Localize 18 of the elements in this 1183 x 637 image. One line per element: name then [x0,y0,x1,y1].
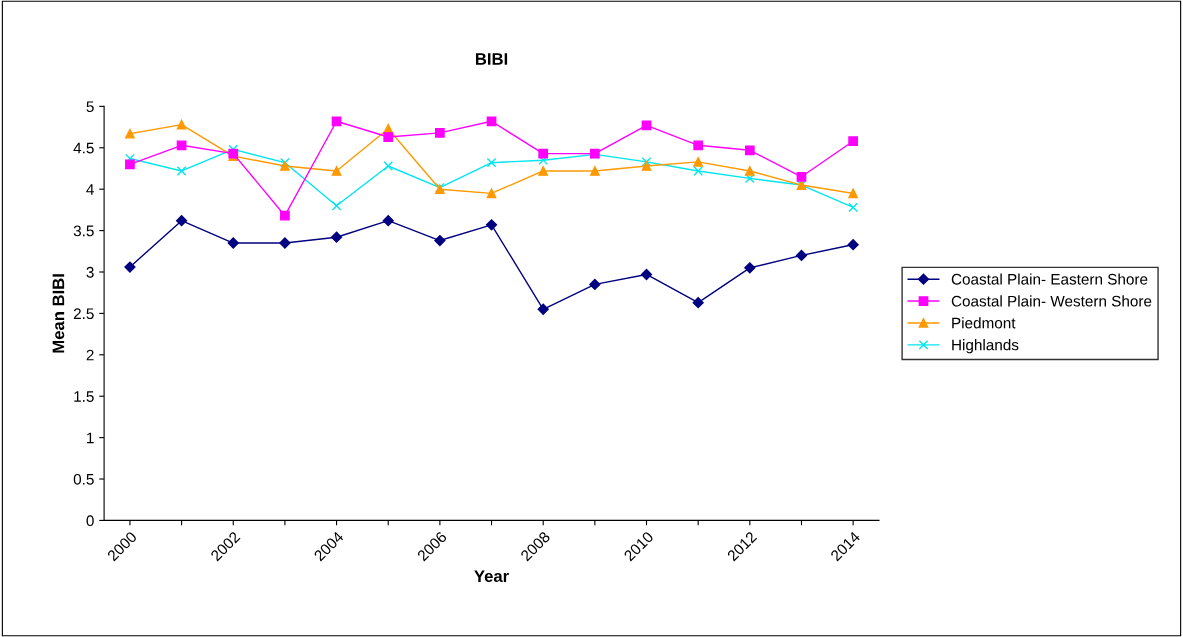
y-tick-label: 2 [86,349,94,361]
legend-label: Piedmont [952,317,1016,329]
y-tick-label: 4 [86,184,94,195]
y-axis-title: Mean BIBI [52,274,65,353]
y-tick-label: 3.5 [73,225,94,237]
legend-label: Coastal Plain- Eastern Shore [951,273,1148,285]
y-tick-label: 0 [86,515,94,527]
y-tick-label: 2.5 [73,308,94,320]
legend-label: Coastal Plain- Western Shore [951,295,1152,307]
y-tick-label: 1 [87,432,94,444]
y-tick-label: 3 [86,266,94,278]
y-tick-label: 0.5 [73,473,94,485]
y-tick-label: 4.5 [73,142,94,154]
x-axis-title: Year [474,570,509,583]
chart-title: BIBI [475,53,508,65]
y-tick-label: 1.5 [74,391,94,402]
legend-label: Highlands [952,339,1019,354]
y-tick-label: 5 [86,101,94,113]
